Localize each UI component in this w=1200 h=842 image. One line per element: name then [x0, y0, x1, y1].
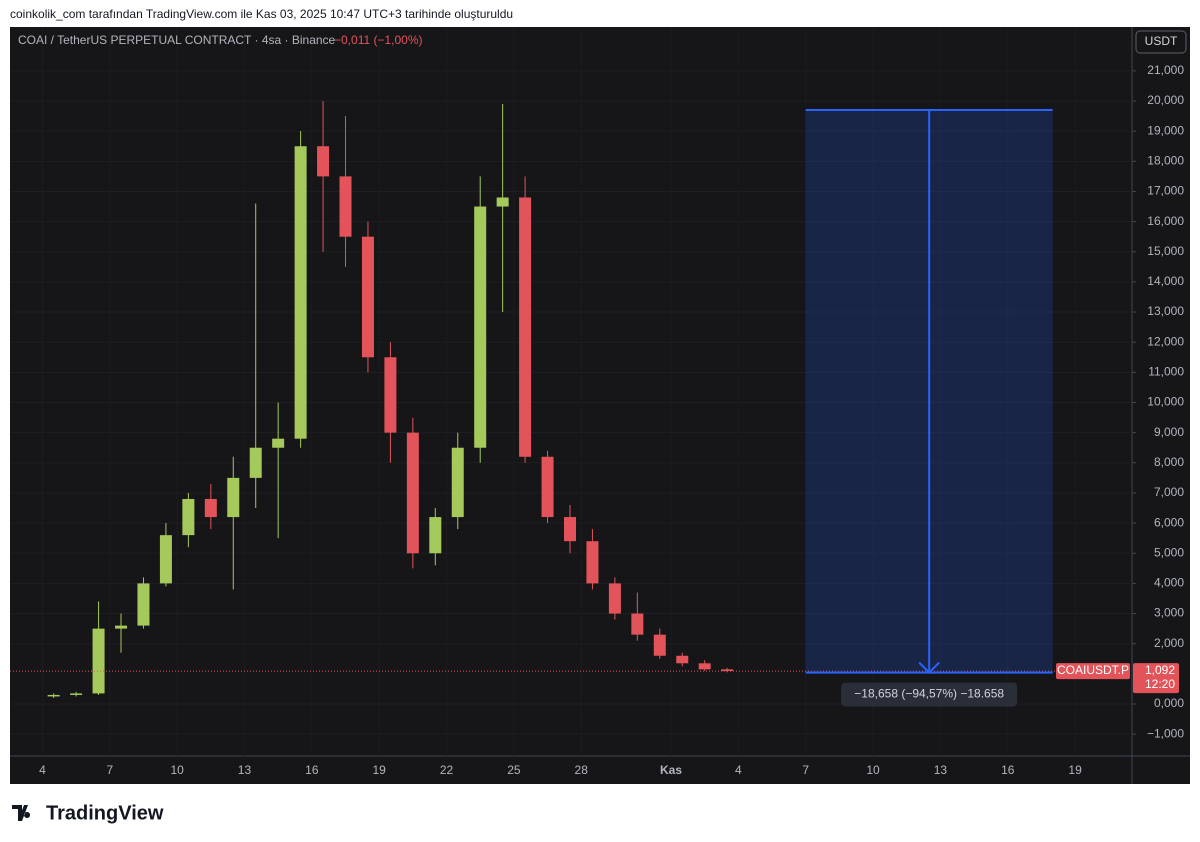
measure-label-box — [841, 682, 1018, 707]
y-tick-label: 18,000 — [1147, 153, 1184, 167]
y-tick-label: −1,000 — [1147, 726, 1184, 740]
y-tick-label: 13,000 — [1147, 304, 1184, 318]
candle-body — [406, 432, 419, 554]
y-tick-label: 4,000 — [1154, 576, 1184, 590]
candle-body — [519, 197, 532, 457]
x-tick-label: 10 — [170, 763, 184, 777]
y-tick-label: 17,000 — [1147, 184, 1184, 198]
candle-body — [474, 206, 487, 448]
x-tick-label: 22 — [440, 763, 454, 777]
candle-body — [361, 236, 374, 358]
y-tick-label: 20,000 — [1147, 93, 1184, 107]
x-tick-label: 16 — [1001, 763, 1015, 777]
candle-body — [92, 628, 105, 694]
candle-body — [159, 535, 172, 584]
x-tick-label: 7 — [802, 763, 809, 777]
x-tick-label: 10 — [866, 763, 880, 777]
x-tick-label: 4 — [39, 763, 46, 777]
candle-body — [227, 477, 240, 518]
x-tick-label: 13 — [238, 763, 252, 777]
price-tag-value: 1,092 — [1145, 663, 1175, 677]
currency-button[interactable] — [1135, 30, 1187, 54]
y-tick-label: 8,000 — [1154, 455, 1184, 469]
candle-body — [384, 357, 397, 433]
y-tick-label: 9,000 — [1154, 425, 1184, 439]
candle-body — [653, 634, 666, 656]
candle-body — [496, 197, 509, 207]
x-tick-label: 13 — [934, 763, 948, 777]
candle-body — [115, 625, 128, 629]
y-tick-label: 21,000 — [1147, 63, 1184, 77]
currency-label[interactable]: USDT — [1145, 34, 1178, 48]
logo-text: TradingView — [46, 802, 164, 824]
candle-body — [429, 517, 442, 554]
candle-body — [204, 498, 217, 518]
candle-body — [272, 438, 285, 448]
candle-body — [564, 517, 576, 542]
x-tick-label: 7 — [106, 763, 113, 777]
candle-body — [70, 693, 83, 695]
candle-body — [698, 663, 711, 670]
y-tick-label: 16,000 — [1147, 214, 1184, 228]
y-tick-label: 12,000 — [1147, 334, 1184, 348]
y-tick-label: 5,000 — [1154, 545, 1184, 559]
candle-body — [339, 176, 352, 237]
chart-background — [10, 27, 1190, 784]
x-tick-label: 28 — [575, 763, 589, 777]
x-tick-label: 19 — [373, 763, 387, 777]
candle-body — [182, 498, 195, 536]
measure-label: −18,658 (−94,57%) −18.658 — [854, 687, 1004, 701]
x-tick-label: 4 — [735, 763, 742, 777]
y-tick-label: 19,000 — [1147, 123, 1184, 137]
price-tag — [1133, 663, 1179, 694]
candle-body — [721, 669, 734, 672]
y-tick-label: 0,000 — [1154, 696, 1184, 710]
candle-body — [541, 456, 554, 518]
candle-body — [451, 447, 464, 518]
y-tick-label: 15,000 — [1147, 244, 1184, 258]
symbol-tag-label: COAIUSDT.P — [1057, 663, 1129, 677]
measure-arrowhead — [918, 661, 940, 674]
plot — [10, 27, 1132, 756]
candle-body — [631, 613, 644, 635]
candle-body — [249, 447, 262, 478]
y-tick-label: 3,000 — [1154, 606, 1184, 620]
x-tick-label: 16 — [305, 763, 319, 777]
price-tag-countdown: 12:20 — [1145, 677, 1175, 691]
symbol-title: COAI / TetherUS PERPETUAL CONTRACT · 4sa… — [18, 33, 336, 47]
x-tick-label: 25 — [507, 763, 521, 777]
candle-body — [137, 583, 150, 626]
candle-body — [676, 655, 689, 664]
logo: TradingView — [12, 802, 164, 824]
y-tick-label: 10,000 — [1147, 395, 1184, 409]
candle-body — [294, 146, 307, 439]
candle-body — [47, 694, 60, 697]
y-tick-label: 7,000 — [1154, 485, 1184, 499]
change-label: −0,011 (−1,00%) — [334, 33, 423, 47]
y-tick-label: 2,000 — [1154, 636, 1184, 650]
candle-body — [586, 541, 599, 584]
y-tick-label: 11,000 — [1148, 365, 1184, 379]
symbol-tag — [1056, 663, 1130, 680]
x-tick-label: 19 — [1068, 763, 1082, 777]
candle-body — [317, 146, 330, 177]
y-tick-label: 14,000 — [1147, 274, 1184, 288]
header: coinkolik_com tarafından TradingView.com… — [10, 7, 513, 21]
x-tick-label: Kas — [660, 763, 682, 777]
candle-body — [608, 583, 621, 614]
y-tick-label: 6,000 — [1154, 515, 1184, 529]
